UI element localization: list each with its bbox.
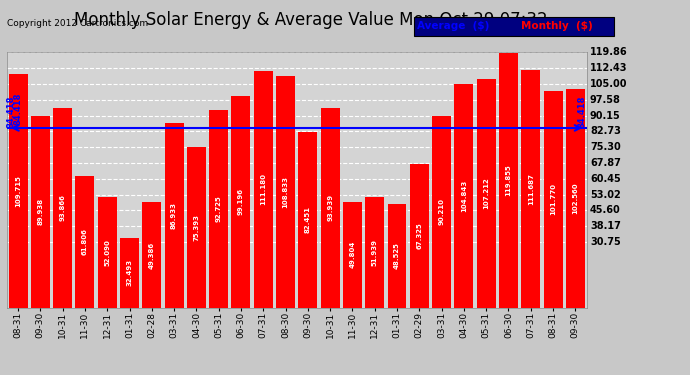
- Text: Monthly Solar Energy & Average Value Mon Oct 29 07:32: Monthly Solar Energy & Average Value Mon…: [74, 11, 547, 29]
- Bar: [98, 196, 117, 308]
- Text: 111.687: 111.687: [528, 173, 534, 205]
- Text: 90.210: 90.210: [439, 198, 444, 225]
- Text: 102.560: 102.560: [572, 183, 578, 214]
- Bar: [455, 84, 473, 308]
- Text: 84.418: 84.418: [578, 96, 586, 128]
- Text: 112.43: 112.43: [590, 63, 627, 73]
- Bar: [232, 96, 250, 308]
- Text: 109.715: 109.715: [15, 175, 21, 207]
- Text: 53.02: 53.02: [590, 190, 621, 200]
- Bar: [432, 116, 451, 308]
- Text: 119.855: 119.855: [506, 164, 511, 196]
- Bar: [120, 238, 139, 308]
- Text: 101.770: 101.770: [550, 183, 556, 215]
- Text: 82.451: 82.451: [305, 206, 311, 233]
- Text: 99.196: 99.196: [238, 189, 244, 216]
- Bar: [522, 70, 540, 308]
- Bar: [388, 204, 406, 308]
- Bar: [276, 76, 295, 308]
- Bar: [8, 74, 28, 307]
- Text: 60.45: 60.45: [590, 174, 621, 184]
- Text: 45.60: 45.60: [590, 206, 621, 216]
- Text: 61.806: 61.806: [82, 228, 88, 255]
- Text: 67.87: 67.87: [590, 158, 621, 168]
- Text: 119.86: 119.86: [590, 48, 628, 57]
- Text: 82.73: 82.73: [590, 126, 621, 136]
- Bar: [75, 176, 95, 308]
- Bar: [53, 108, 72, 307]
- Text: 97.58: 97.58: [590, 95, 621, 105]
- Bar: [31, 116, 50, 308]
- Text: 92.725: 92.725: [216, 195, 221, 222]
- Bar: [544, 91, 562, 308]
- Text: 30.75: 30.75: [590, 237, 621, 247]
- Text: 93.866: 93.866: [59, 194, 66, 221]
- Text: 67.325: 67.325: [416, 222, 422, 249]
- Bar: [365, 197, 384, 308]
- Bar: [209, 110, 228, 308]
- Text: 75.393: 75.393: [193, 214, 199, 241]
- Bar: [410, 164, 428, 308]
- Text: 89.938: 89.938: [37, 198, 43, 225]
- Bar: [477, 80, 495, 308]
- Text: 90.15: 90.15: [590, 111, 621, 121]
- Bar: [165, 123, 184, 308]
- Text: 108.833: 108.833: [282, 176, 288, 208]
- Text: Copyright 2012 Cartronics.com: Copyright 2012 Cartronics.com: [7, 19, 148, 28]
- Text: 107.212: 107.212: [483, 178, 489, 209]
- Text: 49.386: 49.386: [149, 242, 155, 268]
- Text: 49.804: 49.804: [349, 241, 355, 268]
- Bar: [254, 71, 273, 308]
- Text: 75.30: 75.30: [590, 142, 621, 152]
- Text: 86.933: 86.933: [171, 201, 177, 228]
- Text: 48.525: 48.525: [394, 243, 400, 269]
- Text: 84.418: 84.418: [14, 92, 23, 125]
- Text: 105.00: 105.00: [590, 79, 627, 89]
- Text: Average  ($): Average ($): [417, 21, 490, 31]
- Text: 93.939: 93.939: [327, 194, 333, 221]
- Bar: [321, 108, 339, 307]
- Text: 104.843: 104.843: [461, 180, 467, 212]
- Bar: [499, 53, 518, 308]
- Bar: [142, 202, 161, 308]
- Text: 111.180: 111.180: [260, 173, 266, 205]
- Bar: [343, 201, 362, 308]
- Text: 32.493: 32.493: [126, 260, 132, 286]
- Text: 38.17: 38.17: [590, 221, 621, 231]
- Bar: [566, 89, 585, 308]
- Text: 52.090: 52.090: [104, 238, 110, 266]
- Text: 84.418: 84.418: [7, 96, 16, 128]
- Bar: [298, 132, 317, 308]
- Bar: [187, 147, 206, 308]
- Text: 51.939: 51.939: [372, 239, 377, 266]
- Text: Monthly  ($): Monthly ($): [521, 21, 593, 31]
